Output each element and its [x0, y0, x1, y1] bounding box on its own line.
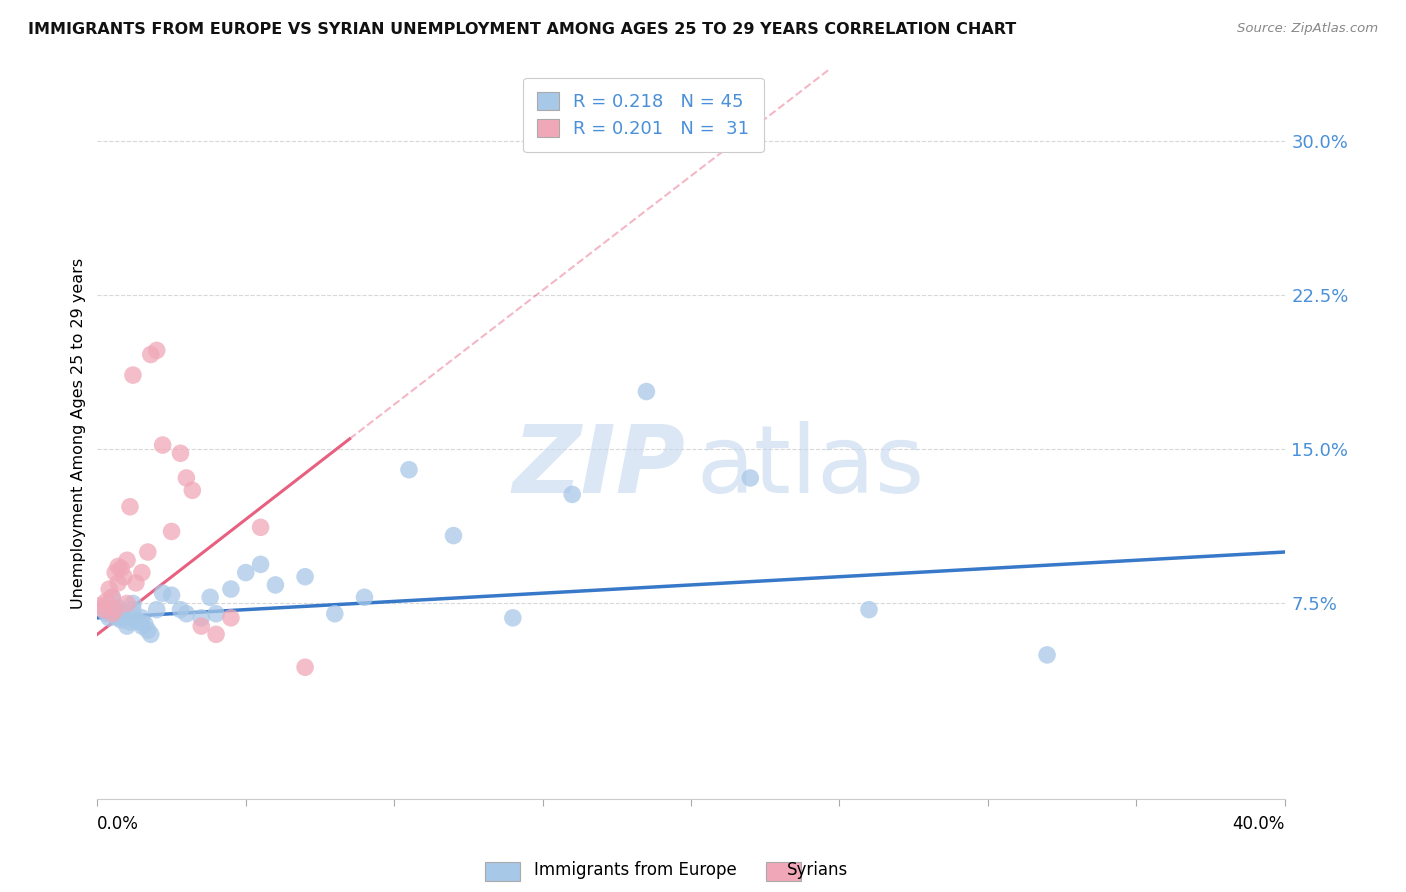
Point: [131, 619, 153, 633]
Text: Source: ZipAtlas.com: Source: ZipAtlas.com: [1237, 22, 1378, 36]
Point: [125, 575, 148, 590]
Point: [110, 605, 132, 619]
Point: [107, 611, 129, 625]
Text: atlas: atlas: [697, 421, 925, 513]
Point: [294, 660, 316, 674]
Point: [398, 463, 420, 477]
Point: [152, 438, 174, 452]
Point: [190, 619, 212, 633]
Point: [139, 627, 162, 641]
Y-axis label: Unemployment Among Ages 25 to 29 years: Unemployment Among Ages 25 to 29 years: [72, 258, 86, 609]
Point: [122, 597, 145, 611]
Point: [152, 586, 174, 600]
Point: [107, 600, 129, 615]
Point: [636, 384, 658, 399]
Point: [740, 471, 762, 485]
Point: [107, 575, 129, 590]
Point: [101, 591, 124, 605]
Point: [169, 446, 191, 460]
Point: [101, 607, 124, 621]
Point: [294, 570, 316, 584]
Point: [96, 607, 118, 621]
Point: [122, 602, 145, 616]
Point: [160, 588, 183, 602]
Point: [110, 561, 132, 575]
Point: [176, 471, 198, 485]
Point: [104, 608, 127, 623]
Legend: R = 0.218   N = 45, R = 0.201   N =  31: R = 0.218 N = 45, R = 0.201 N = 31: [523, 78, 763, 153]
Point: [561, 487, 583, 501]
Point: [176, 607, 198, 621]
Point: [96, 594, 118, 608]
Point: [101, 602, 124, 616]
Point: [139, 347, 162, 361]
Point: [160, 524, 183, 539]
Point: [131, 611, 153, 625]
Text: Immigrants from Europe: Immigrants from Europe: [534, 861, 737, 879]
Point: [115, 553, 138, 567]
Point: [134, 617, 156, 632]
Point: [107, 559, 129, 574]
Point: [115, 597, 138, 611]
Point: [112, 570, 135, 584]
Point: [110, 613, 132, 627]
Point: [131, 566, 153, 580]
Point: [98, 582, 121, 596]
Point: [249, 520, 271, 534]
Point: [145, 343, 167, 358]
Point: [125, 613, 148, 627]
Point: [136, 624, 159, 638]
Point: [145, 602, 167, 616]
Point: [101, 591, 124, 605]
Point: [104, 566, 127, 580]
Point: [235, 566, 257, 580]
Point: [104, 602, 127, 616]
Point: [128, 615, 150, 629]
Text: IMMIGRANTS FROM EUROPE VS SYRIAN UNEMPLOYMENT AMONG AGES 25 TO 29 YEARS CORRELAT: IMMIGRANTS FROM EUROPE VS SYRIAN UNEMPLO…: [28, 22, 1017, 37]
Point: [98, 611, 121, 625]
Text: ZIP: ZIP: [512, 421, 685, 513]
Point: [198, 591, 221, 605]
Text: 40.0%: 40.0%: [1232, 815, 1285, 833]
Point: [219, 582, 242, 596]
Point: [112, 608, 135, 623]
Text: Syrians: Syrians: [787, 861, 849, 879]
Point: [169, 602, 191, 616]
Point: [91, 602, 114, 616]
Point: [118, 615, 141, 629]
Point: [190, 611, 212, 625]
Point: [205, 627, 228, 641]
Point: [122, 368, 145, 382]
Point: [91, 600, 114, 615]
Point: [353, 591, 375, 605]
Point: [323, 607, 346, 621]
Point: [502, 611, 524, 625]
Point: [118, 500, 141, 514]
Point: [181, 483, 204, 498]
Point: [136, 545, 159, 559]
Text: 0.0%: 0.0%: [97, 815, 139, 833]
Point: [205, 607, 228, 621]
Point: [89, 599, 111, 613]
Point: [219, 611, 242, 625]
Point: [115, 619, 138, 633]
Point: [858, 602, 880, 616]
Point: [249, 558, 271, 572]
Point: [443, 528, 465, 542]
Point: [1036, 648, 1059, 662]
Point: [264, 578, 287, 592]
